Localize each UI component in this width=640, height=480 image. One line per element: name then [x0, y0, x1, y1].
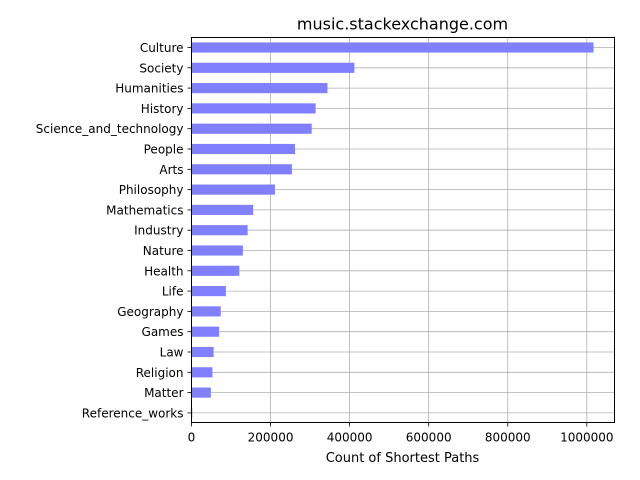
- bar: [191, 367, 213, 378]
- x-tick-label: 1000000: [560, 431, 613, 445]
- y-tick-label: Law: [160, 346, 184, 360]
- x-tick-label: 0: [188, 431, 196, 445]
- plot-frame: [191, 37, 615, 423]
- y-tick-label: Health: [144, 264, 183, 278]
- x-tick-label: 800000: [485, 431, 531, 445]
- y-tick-label: Life: [162, 285, 184, 299]
- y-tick-label: Culture: [140, 41, 184, 55]
- y-tick-label: Mathematics: [106, 203, 183, 217]
- bar: [191, 225, 248, 236]
- bar: [191, 164, 292, 175]
- y-tick-label: Arts: [159, 163, 183, 177]
- x-axis-ticks: 0 200000 400000 600000 800000 1000000: [188, 422, 614, 445]
- bar: [191, 265, 240, 276]
- y-tick-label: Society: [139, 61, 183, 75]
- y-tick-label: Religion: [136, 366, 184, 380]
- x-tick-label: 200000: [248, 431, 294, 445]
- y-tick-label: Reference_works: [82, 406, 184, 420]
- x-tick-label: 600000: [406, 431, 452, 445]
- bar: [191, 103, 316, 114]
- y-tick-label: Humanities: [115, 82, 183, 96]
- bars: [191, 42, 594, 418]
- y-tick-label: Geography: [117, 305, 183, 319]
- bar: [191, 42, 594, 53]
- x-axis-label: Count of Shortest Paths: [326, 451, 480, 466]
- bar: [191, 123, 312, 134]
- y-tick-label: Philosophy: [119, 183, 184, 197]
- bar: [191, 326, 220, 337]
- x-tick-label: 400000: [327, 431, 373, 445]
- bar: [191, 346, 214, 358]
- y-tick-label: Matter: [144, 386, 184, 400]
- bar: [191, 286, 226, 297]
- grid-lines: [191, 37, 615, 423]
- bar: [191, 204, 254, 215]
- bar: [191, 62, 355, 73]
- bar: [191, 387, 211, 398]
- bar: [191, 306, 221, 317]
- y-tick-label: Nature: [143, 244, 184, 258]
- bar: [191, 184, 275, 195]
- y-tick-label: History: [141, 102, 184, 116]
- bar: [191, 83, 328, 94]
- y-tick-label: Industry: [134, 224, 183, 238]
- y-tick-label: Science_and_technology: [36, 122, 184, 136]
- bar: [191, 143, 296, 155]
- bar: [191, 245, 243, 256]
- y-tick-label: Games: [142, 325, 184, 339]
- chart-title: music.stackexchange.com: [297, 15, 508, 34]
- y-axis-ticks: Culture Society Humanities History Science_a…: [36, 41, 192, 420]
- y-tick-label: People: [144, 143, 184, 157]
